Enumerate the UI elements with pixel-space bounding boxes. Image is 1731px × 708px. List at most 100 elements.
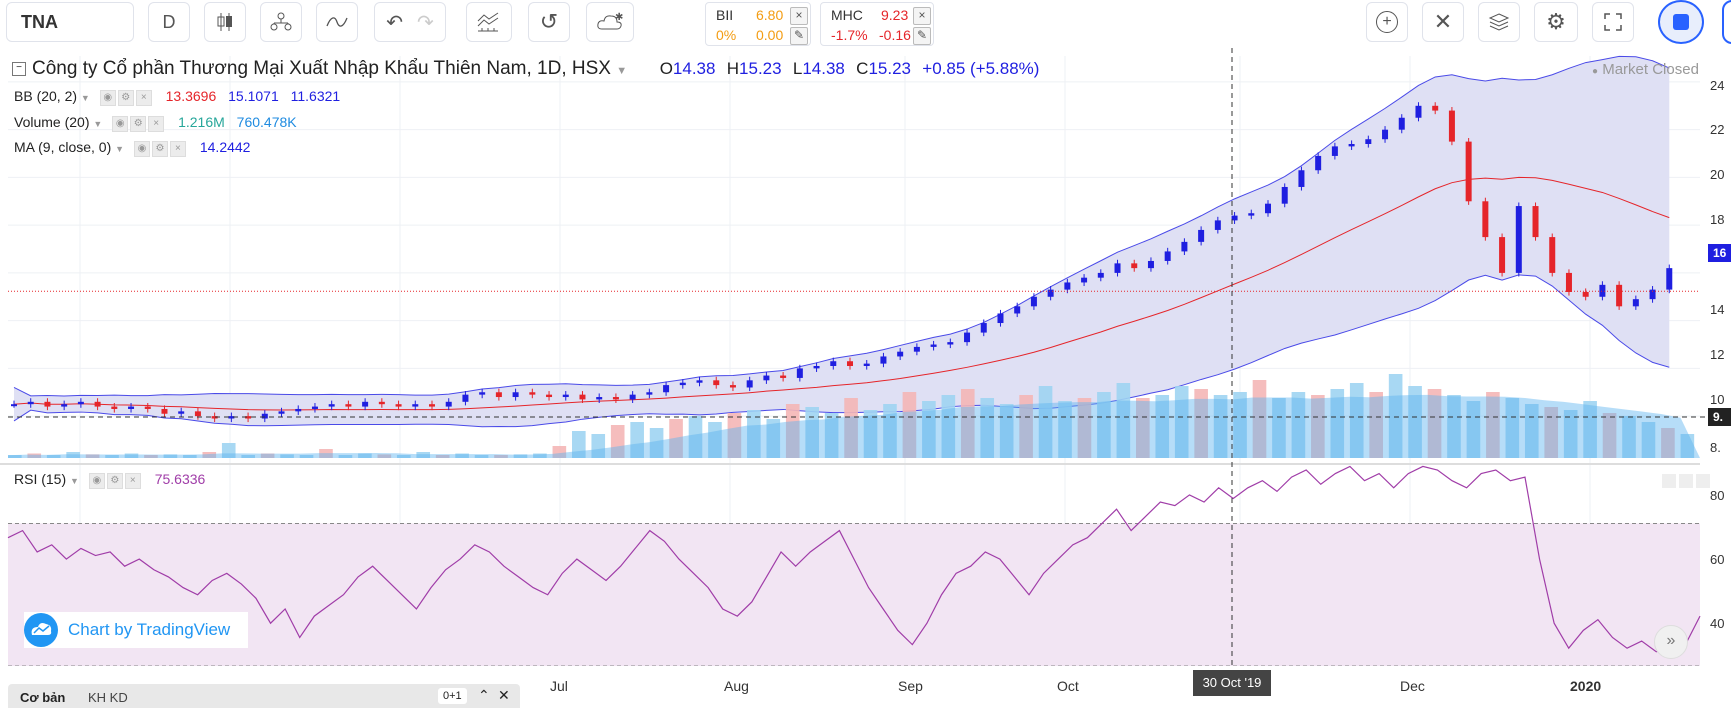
close-icon[interactable]: × bbox=[124, 472, 141, 489]
mhc-edit-icon[interactable]: ✎ bbox=[913, 27, 931, 45]
market-status: ● Market Closed bbox=[1592, 61, 1699, 78]
tab-co-ban[interactable]: Cơ bản bbox=[20, 690, 66, 705]
candle-body bbox=[1382, 129, 1389, 140]
gear-icon[interactable]: ⚙ bbox=[117, 89, 134, 106]
volume-legend: Volume (20) ▼ ◉ ⚙ × 1.216M 760.478K bbox=[14, 114, 297, 132]
candle-body bbox=[429, 404, 435, 407]
candle-body bbox=[412, 404, 419, 407]
ohlc-l: 14.38 bbox=[802, 59, 845, 78]
side-panel-toggle[interactable] bbox=[1722, 0, 1731, 44]
candle-body bbox=[345, 404, 352, 407]
candle-body bbox=[1515, 206, 1522, 273]
candle-body bbox=[1465, 141, 1472, 202]
candle-body bbox=[245, 416, 252, 419]
chevron-down-icon[interactable]: ▼ bbox=[93, 119, 103, 129]
snapshot-icon[interactable] bbox=[1658, 0, 1704, 44]
chevron-down-icon[interactable]: ▼ bbox=[70, 476, 79, 486]
candle-body bbox=[1315, 155, 1322, 171]
candle-body bbox=[261, 413, 268, 419]
crosshair-price-tag: 9. bbox=[1708, 408, 1731, 426]
tab-kh-kd[interactable]: KH KD bbox=[88, 690, 128, 705]
candle-body bbox=[11, 404, 17, 407]
scroll-right-icon[interactable]: » bbox=[1654, 625, 1688, 659]
price-chart[interactable] bbox=[0, 46, 1731, 666]
candle-body bbox=[1064, 282, 1071, 290]
volume-bar bbox=[163, 454, 178, 458]
undo-icon[interactable]: ↶ bbox=[386, 11, 403, 34]
compare-symbol-bii: BII 6.80 0% 0.00 × ✎ bbox=[705, 2, 811, 46]
panel-badge: 0+1 bbox=[438, 688, 467, 704]
compare-icon[interactable] bbox=[260, 2, 302, 42]
candle-body bbox=[27, 401, 34, 405]
volume-bar bbox=[1019, 395, 1033, 458]
bb-name[interactable]: BB (20, 2) bbox=[14, 88, 78, 104]
volume-bar bbox=[533, 453, 547, 458]
gear-icon[interactable]: ⚙ bbox=[151, 140, 168, 157]
vol-v1: 1.216M bbox=[178, 114, 225, 130]
candle-body bbox=[211, 416, 218, 419]
pane-down-icon[interactable] bbox=[1679, 474, 1693, 488]
tradingview-watermark[interactable]: Chart by TradingView bbox=[24, 612, 248, 648]
indicators-icon[interactable] bbox=[316, 2, 358, 42]
eye-icon[interactable]: ◉ bbox=[88, 472, 105, 489]
volume-bar bbox=[552, 446, 567, 458]
close-icon[interactable]: × bbox=[148, 115, 165, 132]
volume-bar bbox=[591, 434, 606, 458]
vol-name[interactable]: Volume (20) bbox=[14, 114, 90, 130]
pane-up-icon[interactable] bbox=[1662, 474, 1676, 488]
interval-button[interactable]: D bbox=[148, 2, 190, 42]
pane-close-icon[interactable] bbox=[1696, 474, 1710, 488]
drawing-tools-icon[interactable] bbox=[466, 2, 512, 42]
candle-body bbox=[696, 380, 703, 383]
candle-body bbox=[1532, 206, 1539, 238]
eye-icon[interactable]: ◉ bbox=[99, 89, 116, 106]
chevron-down-icon[interactable]: ▼ bbox=[80, 93, 90, 103]
gear-icon[interactable]: ⚙ bbox=[130, 115, 147, 132]
eye-icon[interactable]: ◉ bbox=[112, 115, 129, 132]
ma-name[interactable]: MA (9, close, 0) bbox=[14, 139, 112, 155]
mhc-close-icon[interactable]: × bbox=[913, 7, 931, 25]
volume-bar bbox=[1155, 395, 1170, 458]
volume-bar bbox=[8, 455, 22, 458]
pane-buttons bbox=[1662, 474, 1710, 493]
vol-axis-label: 8. bbox=[1710, 440, 1721, 455]
close-icon[interactable]: × bbox=[169, 140, 186, 157]
volume-bar bbox=[1505, 398, 1520, 458]
ylabel-12: 12 bbox=[1710, 347, 1725, 362]
chevron-up-icon[interactable]: ⌃ bbox=[478, 687, 490, 703]
candle-body bbox=[663, 385, 670, 393]
eye-icon[interactable]: ◉ bbox=[133, 140, 150, 157]
volume-bar bbox=[1524, 404, 1539, 458]
close-panel-icon[interactable]: ✕ bbox=[498, 687, 510, 703]
volume-bar bbox=[1661, 428, 1675, 458]
close-icon[interactable]: × bbox=[135, 89, 152, 106]
reset-icon[interactable]: ↺ bbox=[528, 2, 570, 42]
cloud-save-icon[interactable]: ✱ bbox=[586, 2, 634, 42]
chevron-down-icon[interactable]: ▼ bbox=[115, 144, 125, 154]
volume-bar bbox=[474, 455, 489, 458]
market-status-text: Market Closed bbox=[1602, 61, 1699, 78]
candle-body bbox=[1081, 277, 1088, 283]
chevron-down-icon[interactable]: ▼ bbox=[616, 65, 628, 77]
candle-body bbox=[462, 394, 469, 402]
volume-bar bbox=[1077, 398, 1092, 458]
symbol-search[interactable]: TNA bbox=[6, 2, 134, 42]
redo-icon[interactable]: ↷ bbox=[417, 11, 434, 34]
bii-edit-icon[interactable]: ✎ bbox=[790, 27, 808, 45]
gear-icon[interactable]: ⚙ bbox=[106, 472, 123, 489]
bii-close-icon[interactable]: × bbox=[790, 7, 808, 25]
candle-body bbox=[44, 401, 51, 407]
collapse-legend-icon[interactable]: − bbox=[12, 61, 26, 76]
volume-bar bbox=[844, 398, 858, 458]
layers-icon[interactable] bbox=[1478, 2, 1520, 42]
candle-body bbox=[780, 375, 787, 378]
candle-body bbox=[1365, 139, 1372, 144]
candles-icon[interactable] bbox=[204, 2, 246, 42]
fullscreen-icon[interactable] bbox=[1592, 2, 1634, 42]
add-icon[interactable]: + bbox=[1366, 2, 1408, 42]
month-aug: Aug bbox=[724, 678, 749, 694]
bii-pct: 0% bbox=[716, 27, 737, 43]
settings-gear-icon[interactable]: ⚙ bbox=[1534, 2, 1578, 42]
rsi-name[interactable]: RSI (15) bbox=[14, 471, 67, 487]
close-icon[interactable]: ✕ bbox=[1422, 2, 1464, 42]
